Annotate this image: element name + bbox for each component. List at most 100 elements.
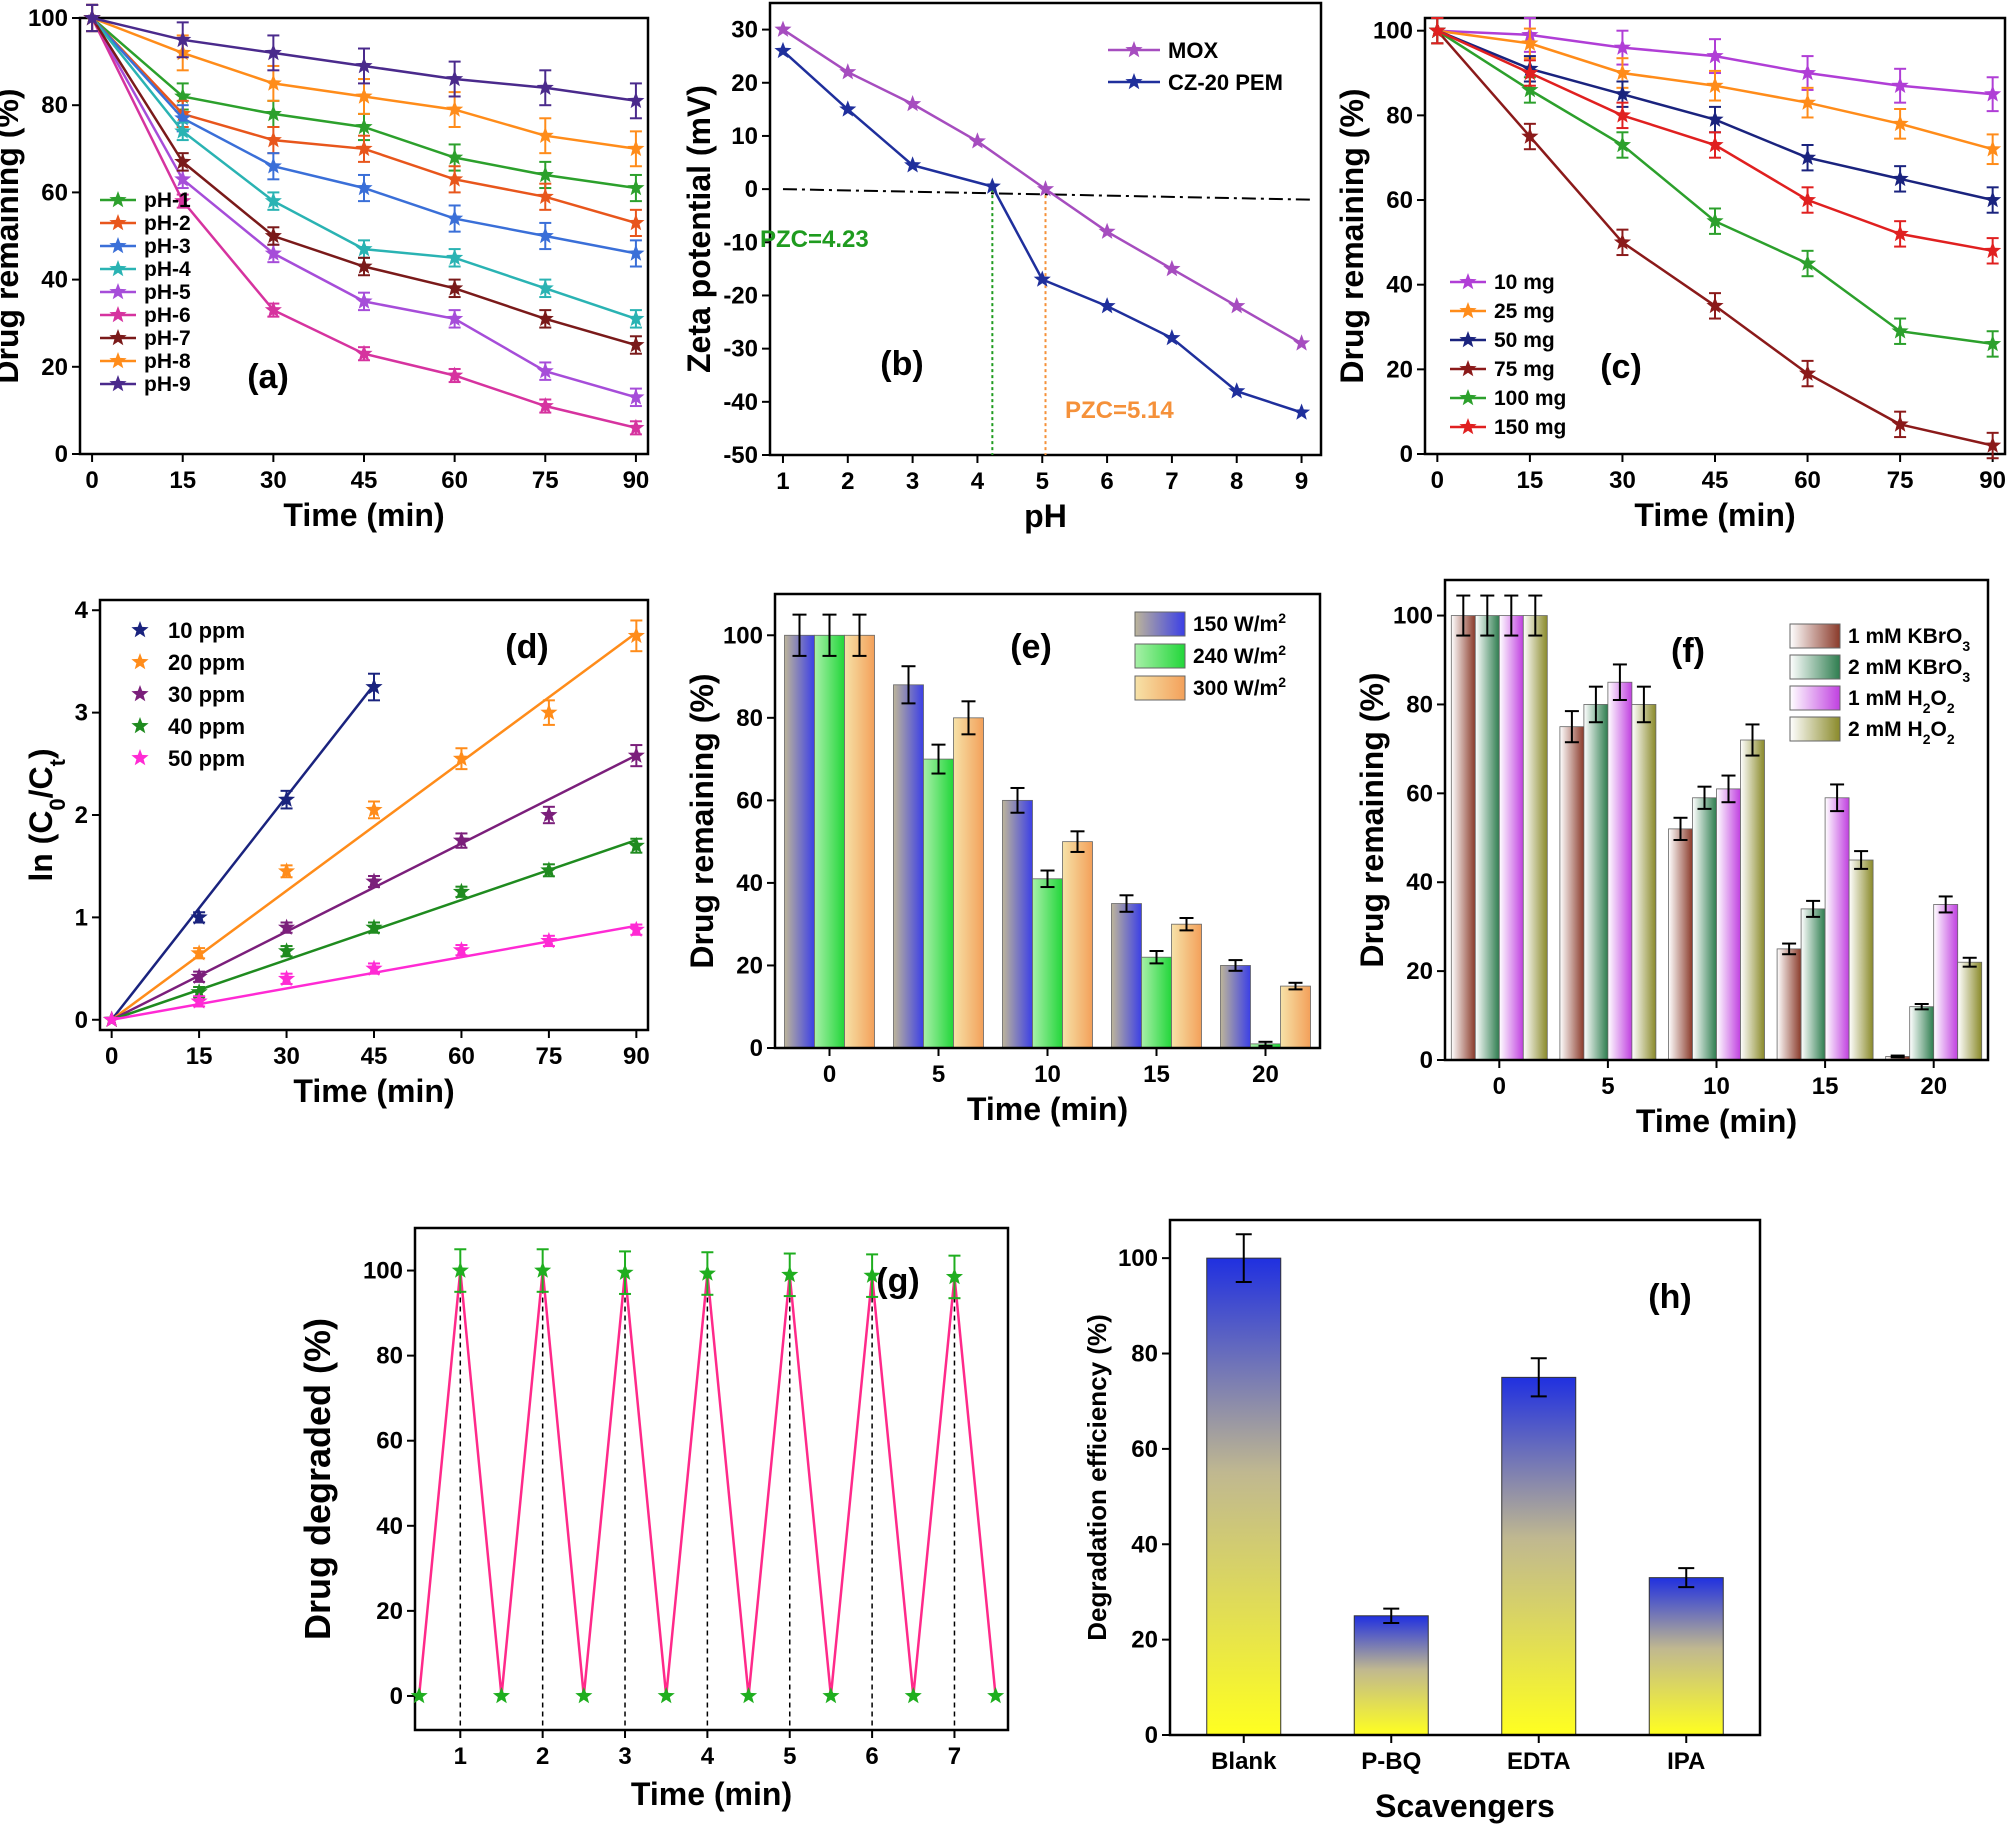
- x-tick-label: 5: [783, 1743, 796, 1770]
- legend-label: pH-7: [144, 327, 191, 350]
- chart-a-svg: 0 20 40 60 80 100 0 15 30 45 60 75 90 Time (min) Drug …: [0, 3, 649, 533]
- data-point: [452, 941, 470, 958]
- y-tick-label: 100: [28, 5, 68, 32]
- x-tick-label: 30: [1609, 467, 1636, 494]
- data-point: [355, 179, 373, 196]
- data-point: [1521, 34, 1539, 51]
- data-point: [446, 366, 464, 383]
- bar: [1909, 1006, 1935, 1061]
- x-tick-label: 0: [1431, 467, 1444, 494]
- y-tick-label: 20: [1406, 958, 1433, 985]
- chart-h-svg: 0 20 40 60 80 100 Blank P-BQ EDTA IPA Scavengers De…: [1082, 1218, 1762, 1824]
- error-bar: [1854, 850, 1869, 870]
- bar: [1171, 923, 1202, 1049]
- data-point: [1799, 148, 1817, 165]
- data-point: [536, 78, 554, 95]
- legend-marker: [1459, 273, 1477, 290]
- legend-marker: [109, 191, 127, 208]
- data-point: [190, 944, 208, 961]
- bar: [1648, 1577, 1724, 1736]
- data-point: [278, 790, 296, 807]
- data-point: [575, 1687, 593, 1704]
- legend-label: 2 mM KBrO3: [1848, 656, 1970, 685]
- data-point: [446, 309, 464, 327]
- bar: [1450, 615, 1476, 1061]
- data-point: [536, 126, 554, 143]
- bar: [1111, 903, 1142, 1049]
- error-bar: [1258, 1040, 1273, 1047]
- legend-marker: [131, 749, 149, 766]
- panel-label: (a): [247, 358, 289, 396]
- data-point: [264, 192, 282, 209]
- data-point: [1613, 38, 1631, 55]
- data-point: [627, 91, 645, 109]
- y-tick-label: -50: [723, 442, 758, 469]
- data-point: [536, 227, 554, 244]
- data-point: [264, 301, 282, 318]
- data-point: [904, 95, 922, 112]
- y-tick-label: 1: [75, 904, 88, 931]
- x-tick-label: 2: [841, 468, 854, 495]
- x-tick-label: 2: [536, 1743, 549, 1770]
- error-bar: [1070, 830, 1085, 853]
- error-bar: [1504, 594, 1519, 637]
- bar: [1062, 841, 1093, 1049]
- data-point: [657, 1687, 675, 1704]
- x-axis-title: Time (min): [1634, 497, 1795, 533]
- data-point: [616, 1263, 634, 1280]
- y-tick-label: 0: [390, 1683, 403, 1710]
- data-point: [945, 1267, 963, 1285]
- data-point: [446, 100, 464, 117]
- error-bar: [1528, 594, 1543, 637]
- data-point: [451, 1261, 469, 1278]
- legend: 10 ppm 20 ppm 30 ppm 40 ppm 50 ppm: [131, 618, 245, 771]
- data-point: [536, 309, 554, 327]
- x-tick-label: 4: [971, 468, 985, 495]
- panel-label: (g): [876, 1262, 919, 1300]
- y-tick-label: 80: [1386, 102, 1413, 129]
- bar: [1848, 859, 1874, 1061]
- data-point: [1891, 415, 1909, 432]
- data-point: [536, 397, 554, 414]
- y-axis-title: Drug remaining (%): [0, 88, 25, 383]
- error-bar: [1678, 1567, 1695, 1589]
- data-point: [365, 959, 383, 976]
- x-tick-label: 15: [186, 1043, 213, 1070]
- legend-label: pH-8: [144, 350, 191, 373]
- series-30-ppm: [103, 744, 645, 1027]
- legend-marker: [1125, 41, 1143, 58]
- data-point: [540, 931, 558, 949]
- legend: 150 W/m2 240 W/m2 300 W/m2: [1134, 610, 1286, 701]
- panel-label: (d): [505, 628, 548, 666]
- y-tick-label: 30: [731, 17, 758, 44]
- x-tick-label: 6: [865, 1743, 878, 1770]
- y-tick-label: 40: [1131, 1531, 1158, 1558]
- series-ph-4: [83, 3, 645, 329]
- bar: [1583, 704, 1609, 1061]
- y-tick-label: 40: [1386, 272, 1413, 299]
- legend-label: 2 mM H2O2: [1848, 718, 1955, 747]
- bar: [923, 758, 954, 1049]
- pzc-annotation: PZC=4.23: [760, 226, 869, 253]
- legend-label: pH-2: [144, 212, 191, 235]
- error-bar: [1782, 942, 1797, 956]
- data-point: [774, 20, 792, 37]
- data-point: [627, 309, 645, 327]
- data-point: [355, 139, 373, 157]
- x-tick-label: 0: [105, 1043, 118, 1070]
- bar: [1776, 948, 1802, 1061]
- legend-marker: [1459, 331, 1477, 348]
- x-axis-title: Scavengers: [1375, 1788, 1555, 1824]
- x-tick-label: 4: [701, 1743, 715, 1770]
- legend-label: 20 ppm: [168, 650, 245, 675]
- error-bar: [822, 613, 837, 657]
- data-point: [365, 872, 383, 889]
- chart-panel-h: 0 20 40 60 80 100 Blank P-BQ EDTA IPA Scavengers De…: [1070, 1200, 1770, 1834]
- y-tick-label: 100: [363, 1258, 403, 1285]
- x-tick-label: 15: [1143, 1061, 1170, 1088]
- error-bar: [1235, 1233, 1252, 1283]
- chart-d-svg: 0 1 2 3 4 0 15 30 45 60 75 90 Time (min) ln (C0/Ct) 10…: [23, 597, 650, 1109]
- error-bar: [1383, 1607, 1400, 1624]
- x-tick-label: EDTA: [1507, 1748, 1571, 1775]
